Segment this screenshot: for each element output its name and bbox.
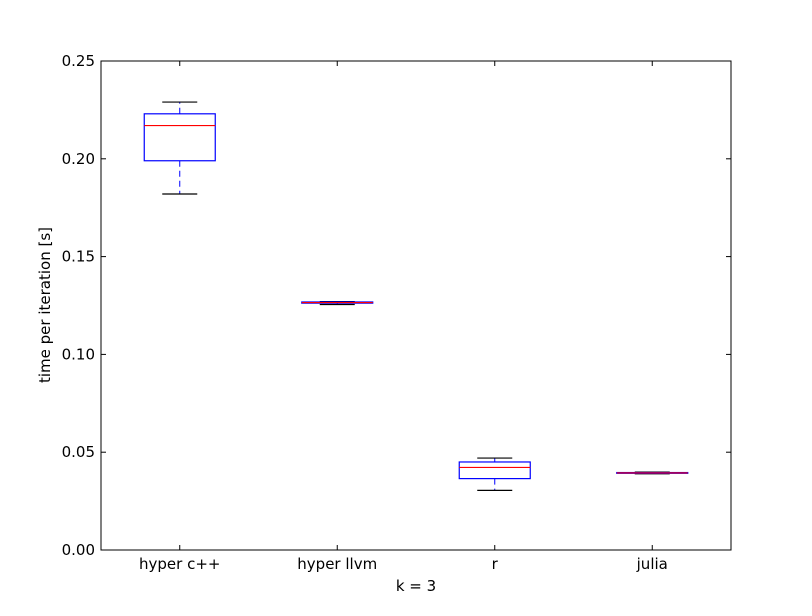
x-tick-label: r bbox=[492, 555, 499, 573]
box-r bbox=[458, 457, 531, 491]
y-tick-label: 0.15 bbox=[62, 248, 95, 266]
x-tick-label: hyper c++ bbox=[139, 555, 220, 573]
plot-area bbox=[100, 60, 732, 551]
box-hyper-c- bbox=[143, 101, 216, 195]
x-tick-label: julia bbox=[636, 555, 668, 573]
y-axis-ticks: 0.00 0.05 0.10 0.15 0.20 0.25 bbox=[62, 52, 731, 559]
y-tick-label: 0.00 bbox=[62, 541, 95, 559]
y-tick-label: 0.20 bbox=[62, 150, 95, 168]
boxes bbox=[143, 101, 689, 491]
y-tick-label: 0.05 bbox=[62, 443, 95, 461]
x-axis-label: k = 3 bbox=[396, 577, 436, 595]
box-hyper-llvm bbox=[301, 300, 374, 306]
box-iqr bbox=[458, 461, 531, 480]
box-iqr bbox=[143, 113, 216, 162]
x-axis-ticks: hyper c++ hyper llvm r julia bbox=[139, 61, 668, 573]
box-julia bbox=[616, 471, 689, 475]
y-tick-label: 0.25 bbox=[62, 52, 95, 70]
y-tick-label: 0.10 bbox=[62, 345, 95, 363]
y-axis-label: time per iteration [s] bbox=[36, 227, 54, 383]
x-tick-label: hyper llvm bbox=[297, 555, 377, 573]
